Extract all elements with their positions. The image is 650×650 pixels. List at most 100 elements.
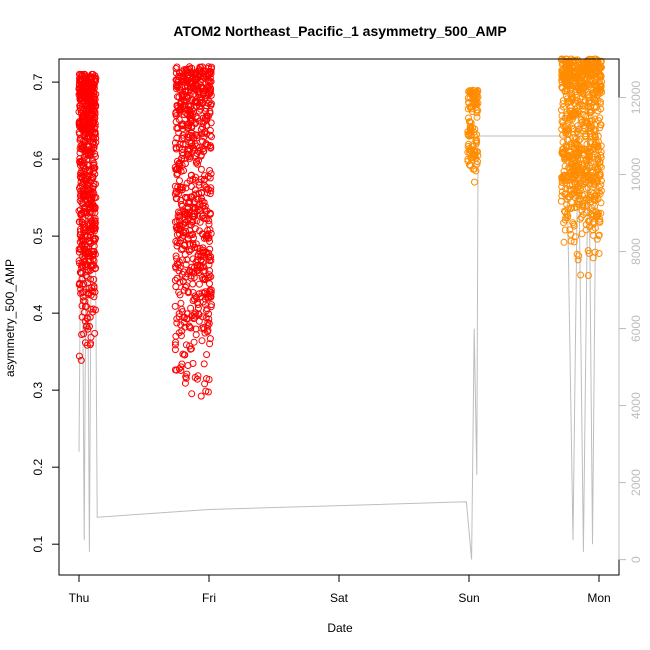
- data-point: [206, 131, 214, 139]
- data-point: [179, 77, 187, 85]
- data-point: [182, 341, 190, 349]
- data-point: [172, 82, 180, 90]
- data-point: [193, 217, 201, 225]
- data-point: [567, 76, 575, 84]
- data-point: [173, 319, 181, 327]
- data-point: [594, 59, 602, 67]
- data-point: [188, 171, 195, 179]
- data-point: [575, 148, 583, 156]
- data-point: [85, 183, 93, 191]
- data-point: [77, 169, 85, 177]
- data-point: [196, 227, 203, 235]
- data-point: [595, 232, 603, 240]
- data-point: [559, 118, 567, 126]
- data-point: [204, 319, 212, 326]
- data-point: [79, 293, 87, 301]
- data-point: [90, 144, 97, 152]
- data-point: [191, 176, 199, 184]
- data-point: [179, 245, 187, 253]
- data-point: [592, 94, 600, 102]
- data-point: [597, 105, 605, 113]
- data-point: [207, 143, 215, 151]
- data-point: [199, 99, 207, 107]
- data-point: [205, 315, 213, 323]
- data-point: [559, 150, 566, 158]
- data-point: [194, 372, 202, 380]
- right-axis: 0 2000 4000 6000 8000 10000 12000: [618, 80, 643, 563]
- data-point: [579, 211, 587, 218]
- data-point: [558, 183, 566, 191]
- data-point: [205, 261, 213, 269]
- data-point: [81, 339, 89, 347]
- data-point: [82, 250, 90, 258]
- data-point: [571, 100, 579, 108]
- data-point: [175, 72, 183, 80]
- data-point: [199, 123, 206, 131]
- data-point: [581, 96, 589, 104]
- data-point: [591, 248, 599, 256]
- data-point: [81, 205, 89, 213]
- data-point: [595, 250, 603, 257]
- data-point: [92, 74, 100, 82]
- data-point: [181, 102, 189, 110]
- data-point: [207, 91, 215, 99]
- data-point: [182, 261, 190, 268]
- data-point: [80, 112, 88, 120]
- data-point: [173, 315, 181, 323]
- data-point: [474, 93, 482, 101]
- data-point: [75, 248, 83, 256]
- data-point: [185, 247, 193, 255]
- data-point: [189, 289, 197, 296]
- data-point: [175, 159, 183, 167]
- data-point: [199, 275, 207, 283]
- data-point: [75, 257, 83, 265]
- data-point: [87, 339, 95, 347]
- data-point: [562, 81, 570, 89]
- data-point: [593, 187, 601, 195]
- data-point: [193, 375, 201, 383]
- data-point: [196, 200, 204, 208]
- data-point: [179, 121, 187, 128]
- data-point: [89, 305, 97, 313]
- data-point: [80, 74, 88, 82]
- data-point: [91, 123, 99, 131]
- data-point: [565, 129, 573, 137]
- y2-tick-label: 6000: [629, 315, 643, 342]
- data-point: [203, 351, 211, 359]
- data-point: [207, 70, 215, 78]
- data-point: [581, 133, 589, 141]
- data-point: [176, 69, 184, 77]
- data-point: [201, 172, 209, 180]
- data-point: [189, 360, 197, 367]
- data-point: [590, 193, 598, 200]
- data-point: [591, 181, 599, 189]
- data-point: [171, 276, 179, 284]
- data-point: [562, 176, 569, 184]
- data-point: [181, 379, 189, 387]
- data-point: [579, 180, 586, 188]
- data-point: [175, 144, 183, 152]
- data-point: [172, 252, 180, 260]
- data-point: [587, 120, 595, 128]
- data-point: [584, 104, 592, 111]
- data-point: [79, 297, 87, 305]
- data-point: [563, 210, 571, 218]
- data-point: [80, 308, 88, 316]
- data-point: [578, 230, 586, 238]
- data-point: [583, 202, 591, 210]
- data-point: [471, 99, 479, 107]
- data-point: [573, 152, 581, 160]
- data-point: [464, 155, 472, 163]
- data-point: [77, 178, 85, 186]
- data-point: [201, 175, 209, 183]
- data-point: [175, 225, 183, 233]
- data-point: [198, 263, 206, 271]
- y-axis: 0.1 0.2 0.3 0.4 0.5 0.6 0.7: [31, 73, 60, 553]
- data-point: [584, 149, 592, 157]
- x-axis: Thu Fri Sat Sun Mon: [69, 574, 611, 605]
- data-point: [202, 107, 210, 115]
- data-point: [90, 81, 98, 89]
- data-point: [171, 346, 179, 354]
- data-point: [184, 69, 192, 76]
- data-point: [90, 124, 98, 132]
